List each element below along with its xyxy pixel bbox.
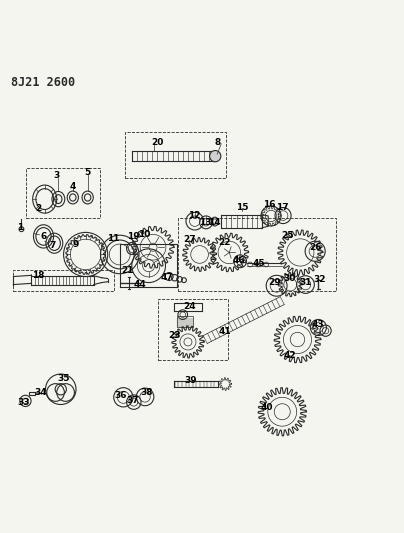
Text: 7: 7 (50, 241, 56, 250)
Text: 19: 19 (128, 232, 140, 241)
Text: 30: 30 (283, 274, 296, 283)
Text: 9: 9 (72, 240, 79, 249)
Text: 27: 27 (183, 235, 196, 244)
Text: 42: 42 (284, 351, 297, 360)
Text: 45: 45 (252, 259, 265, 268)
Text: 8: 8 (215, 138, 221, 147)
Text: 32: 32 (313, 275, 325, 284)
Text: 17: 17 (276, 203, 288, 212)
Text: 26: 26 (309, 243, 322, 252)
Text: 37: 37 (127, 397, 139, 406)
Text: 34: 34 (34, 389, 47, 398)
Text: 5: 5 (84, 168, 91, 177)
Text: 25: 25 (281, 231, 293, 240)
Text: 23: 23 (168, 331, 181, 340)
Text: 36: 36 (115, 391, 127, 400)
Text: 31: 31 (299, 278, 312, 287)
Text: 44: 44 (133, 280, 146, 289)
Text: 15: 15 (236, 203, 248, 212)
Bar (125, 132, 226, 178)
Text: 2: 2 (35, 204, 42, 213)
Text: 13: 13 (199, 218, 211, 227)
Text: 40: 40 (261, 403, 273, 412)
Text: 12: 12 (188, 211, 200, 220)
Text: 18: 18 (32, 271, 44, 280)
Text: 21: 21 (122, 266, 134, 275)
Bar (13, 270, 114, 290)
Text: 39: 39 (185, 376, 197, 385)
Text: 4: 4 (69, 182, 76, 191)
Text: 8J21 2600: 8J21 2600 (11, 76, 76, 89)
Text: 24: 24 (183, 302, 196, 311)
Circle shape (210, 150, 221, 162)
Text: 10: 10 (138, 230, 150, 239)
Text: 3: 3 (54, 171, 60, 180)
Text: 47: 47 (160, 273, 173, 282)
Bar (26, 168, 100, 219)
Bar (29, 392, 35, 395)
Bar (178, 219, 337, 290)
Text: 22: 22 (218, 238, 230, 247)
Text: 1: 1 (17, 223, 24, 232)
Text: 46: 46 (233, 256, 245, 265)
Text: 14: 14 (208, 218, 221, 227)
Text: 33: 33 (17, 398, 30, 407)
Text: 38: 38 (140, 389, 153, 398)
Text: 41: 41 (219, 327, 231, 336)
Text: 11: 11 (107, 234, 119, 243)
Bar (177, 316, 193, 327)
Text: 6: 6 (40, 232, 46, 241)
Text: 35: 35 (57, 374, 70, 383)
Bar (158, 298, 228, 360)
Text: 43: 43 (312, 320, 325, 329)
Text: 20: 20 (152, 139, 164, 148)
Text: 16: 16 (263, 200, 276, 209)
Text: 29: 29 (269, 278, 281, 287)
